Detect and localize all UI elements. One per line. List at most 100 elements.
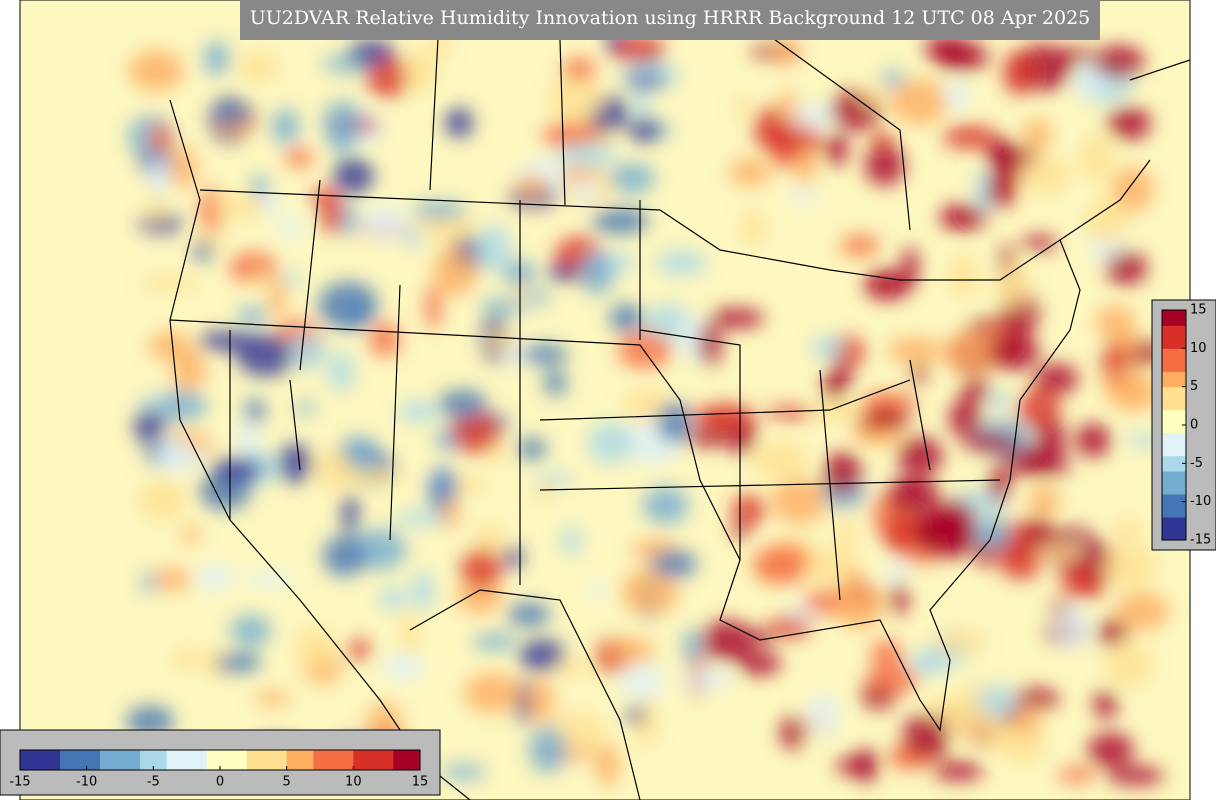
colorbar-segment [126,750,141,770]
colorbar-segment [1162,333,1186,342]
field-blob [948,712,1001,743]
field-blob [963,433,1017,452]
field-blob [1002,50,1037,96]
field-blob [210,457,263,484]
field-blob [544,369,567,397]
field-blob [155,390,207,422]
colorbar-segment [113,750,128,770]
colorbar-segment [260,750,274,770]
field-blob [974,169,993,215]
field-blob [628,118,661,143]
field-blob [347,639,372,660]
colorbar-segment [1162,371,1186,380]
field-blob [254,691,292,706]
field-blob [595,743,620,786]
field-blob [608,637,655,665]
title-box [240,0,1100,40]
colorbar-segment [1162,325,1186,334]
field-blob [627,705,644,725]
field-blob [995,261,1030,309]
colorbar-segment [1162,501,1186,510]
field-blob [157,433,182,474]
field-blob [558,142,617,168]
field-blob [732,522,750,539]
colorbar-segment [1162,394,1186,403]
field-blob [777,91,798,124]
field-blob [521,344,569,365]
field-blob [752,546,808,585]
field-blob [322,100,363,146]
field-blob [236,417,260,457]
field-blob [282,272,301,286]
field-blob [277,217,303,240]
colorbar-segment [1162,509,1186,518]
field-blob [883,513,915,553]
field-blob [764,406,819,419]
colorbar-segment [1162,517,1186,526]
field-blob [182,524,199,545]
field-blob [203,40,230,76]
field-blob [886,476,941,514]
colorbar-segment [1162,310,1186,319]
field-blob [825,131,849,167]
field-blob [587,422,635,464]
field-blob [935,40,989,72]
colorbar-segment [1162,448,1186,457]
field-blob [1094,45,1145,79]
field-blob [617,331,672,370]
field-blob [1021,235,1058,251]
field-blob [902,714,951,756]
field-blob [472,633,518,651]
colorbar-segment [180,750,194,770]
colorbar-segment [193,750,208,770]
field-blob [295,626,335,670]
field-blob [438,389,488,419]
field-blob [932,761,984,781]
colorbar-segment [1162,494,1186,503]
field-blob [1079,134,1114,182]
field-blob [866,664,918,695]
colorbar-segment [406,750,421,770]
field-blob [988,465,1011,503]
field-blob [252,271,271,287]
field-blob [136,397,165,411]
field-blob [860,85,884,106]
colorbar-segment [220,750,234,770]
field-blob [369,322,401,357]
field-blob [451,411,501,454]
colorbar-segment [340,750,354,770]
field-blob [528,726,567,773]
field-blob [172,348,207,392]
field-blob [1096,619,1129,647]
field-blob [486,329,516,354]
field-blob [1102,370,1145,394]
field-blob [897,436,943,476]
field-blob [444,107,474,138]
field-blob [527,290,551,304]
field-blob [863,269,912,300]
field-blob [1034,363,1079,395]
field-blob [1085,199,1129,244]
field-blob [728,158,772,187]
field-blob [285,148,314,168]
field-blob [655,250,707,276]
field-blob [943,125,998,150]
field-blob [244,398,266,424]
colorbar-tick-label: 5 [283,775,291,790]
colorbar-segment [206,750,221,770]
field-blob [884,561,910,582]
field-blob [216,653,247,674]
field-blob [682,628,702,664]
field-blob [856,747,878,784]
colorbar-segment [1162,471,1186,480]
field-blob [149,122,173,157]
field-blob [793,146,817,186]
field-blob [684,428,730,447]
colorbar-segment [286,750,301,770]
field-blob [276,443,313,484]
field-blob [624,75,667,88]
field-blob [441,496,460,530]
field-blob [507,602,551,627]
